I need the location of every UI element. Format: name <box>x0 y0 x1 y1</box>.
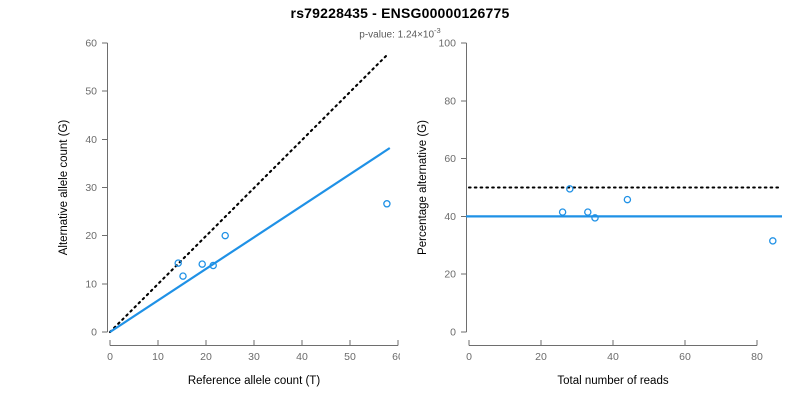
left-xtick-30: 30 <box>248 351 260 363</box>
left-ytick-20: 20 <box>85 230 97 242</box>
right-ytick-20: 20 <box>444 269 456 281</box>
right-xtick-60: 60 <box>679 351 691 363</box>
left-data-points <box>174 200 391 280</box>
left-xtick-10: 10 <box>152 351 164 363</box>
data-point <box>383 200 391 208</box>
left-fit-line <box>109 147 391 333</box>
data-point <box>198 260 206 268</box>
data-point <box>174 259 182 267</box>
right-ytick-60: 60 <box>444 153 456 165</box>
data-point <box>558 208 567 216</box>
data-point <box>221 231 229 240</box>
left-y-axis: 60 50 40 30 20 10 0 Alternative allele c… <box>58 38 108 339</box>
left-x-axis-title: Reference allele count (T) <box>188 375 320 387</box>
right-y-axis-title: Percentage alternative (G) <box>417 120 429 255</box>
left-xtick-40: 40 <box>296 351 308 363</box>
left-x-axis: 0 10 20 30 40 50 60 Reference allele cou… <box>107 340 400 387</box>
right-xtick-40: 40 <box>607 351 619 363</box>
right-xtick-0: 0 <box>466 351 472 363</box>
right-ytick-0: 0 <box>450 327 456 339</box>
left-ytick-50: 50 <box>85 86 97 98</box>
left-xtick-60: 60 <box>392 351 400 363</box>
figure-title: rs79228435 - ENSG00000126775 <box>290 5 510 21</box>
data-point <box>623 195 632 204</box>
data-point <box>566 185 574 193</box>
left-xtick-0: 0 <box>107 351 113 363</box>
right-y-axis: 100 80 60 40 20 0 Percentage alternative… <box>417 38 467 339</box>
right-panel-svg: 100 80 60 40 20 0 Percentage alternative… <box>417 38 784 387</box>
left-ytick-0: 0 <box>91 327 97 339</box>
left-xtick-20: 20 <box>200 351 212 363</box>
p-value-exponent: -3 <box>434 26 441 35</box>
right-ytick-100: 100 <box>438 38 456 50</box>
right-x-axis: 0 20 40 60 80 Total number of reads <box>466 340 763 387</box>
figure-subtitle: p-value: 1.24×10-3 <box>0 26 800 40</box>
left-ytick-60: 60 <box>85 38 97 50</box>
data-point <box>179 272 187 280</box>
data-point <box>209 261 217 270</box>
right-ytick-80: 80 <box>444 95 456 107</box>
left-ytick-40: 40 <box>85 134 97 146</box>
left-y-axis-title: Alternative allele count (G) <box>58 120 70 256</box>
data-point <box>769 237 777 245</box>
panel-allele-counts: 60 50 40 30 20 10 0 Alternative allele c… <box>58 38 400 388</box>
right-data-points <box>558 185 777 245</box>
left-reference-line <box>108 53 389 334</box>
left-xtick-50: 50 <box>344 351 356 363</box>
data-point <box>584 208 592 216</box>
left-panel-svg: 60 50 40 30 20 10 0 Alternative allele c… <box>58 38 400 388</box>
data-point <box>591 214 599 222</box>
right-x-axis-title: Total number of reads <box>557 375 668 387</box>
p-value-text: p-value: 1.24×10 <box>359 29 435 41</box>
panel-percentage-alternative: 100 80 60 40 20 0 Percentage alternative… <box>400 0 800 400</box>
left-ytick-10: 10 <box>85 278 97 290</box>
left-ytick-30: 30 <box>85 182 97 194</box>
right-ytick-40: 40 <box>444 211 456 223</box>
right-xtick-80: 80 <box>751 351 763 363</box>
right-xtick-20: 20 <box>535 351 547 363</box>
